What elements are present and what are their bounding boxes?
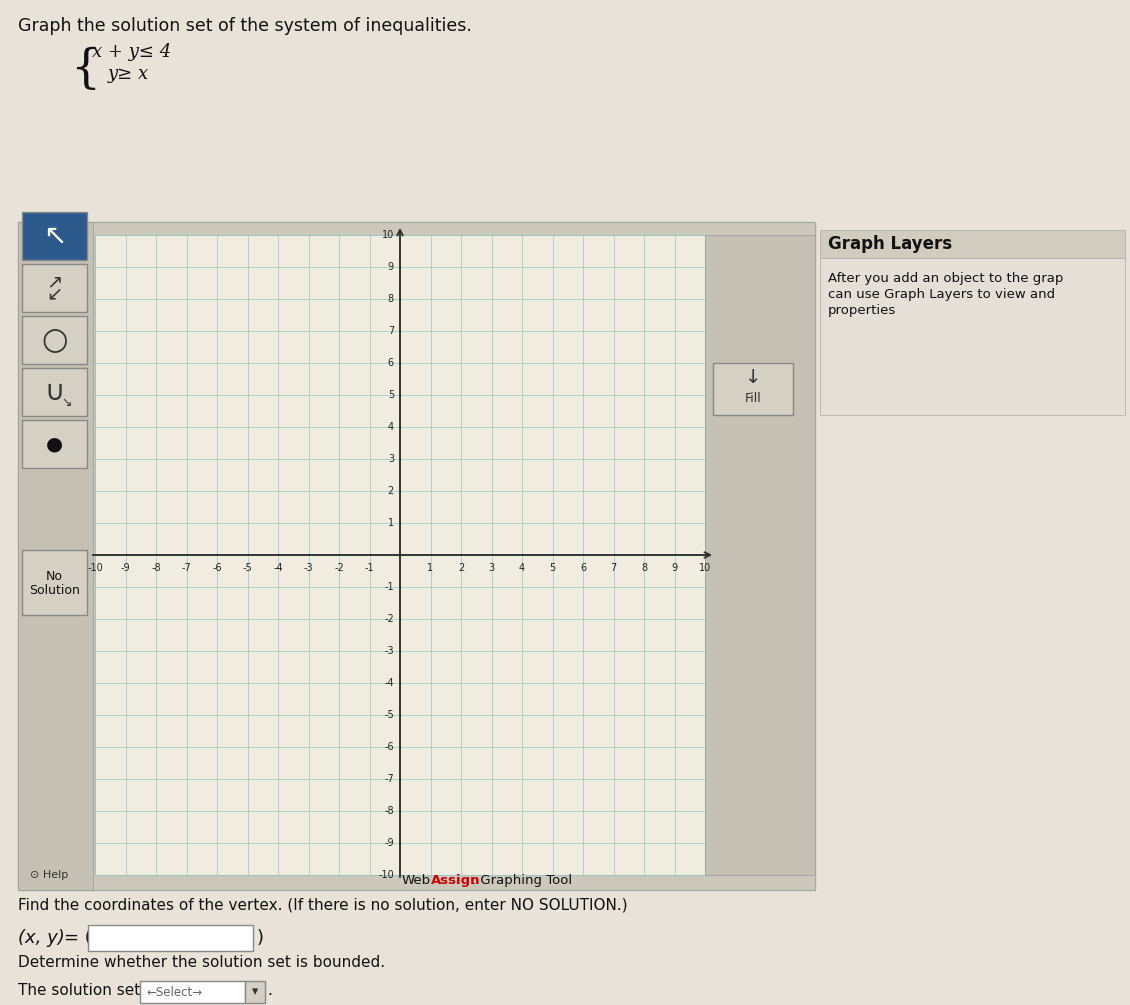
Text: 6: 6	[580, 563, 586, 573]
Text: ↗: ↗	[46, 272, 62, 291]
Text: 7: 7	[388, 326, 394, 336]
Text: ▾: ▾	[252, 986, 258, 999]
Text: 9: 9	[671, 563, 678, 573]
Text: -5: -5	[384, 710, 394, 720]
Text: 5: 5	[549, 563, 556, 573]
Text: = (: = (	[64, 929, 92, 947]
Text: 5: 5	[388, 390, 394, 400]
Text: ●: ●	[46, 434, 63, 453]
Text: ←Select→: ←Select→	[146, 986, 202, 999]
Bar	[820, 230, 1125, 258]
Bar	[21, 368, 87, 416]
Text: No: No	[46, 570, 63, 583]
Bar	[245, 981, 266, 1003]
Text: 8: 8	[641, 563, 647, 573]
Bar	[21, 550, 87, 615]
Text: 3: 3	[388, 454, 394, 464]
Bar	[18, 222, 93, 890]
Text: -4: -4	[384, 678, 394, 688]
Text: The solution set is: The solution set is	[18, 983, 163, 998]
Text: 1: 1	[427, 563, 434, 573]
Text: {: {	[70, 47, 101, 92]
Text: -2: -2	[384, 614, 394, 624]
Text: -4: -4	[273, 563, 282, 573]
Text: -9: -9	[121, 563, 130, 573]
Text: -2: -2	[334, 563, 344, 573]
Text: . Graphing Tool: . Graphing Tool	[472, 874, 573, 887]
Text: -10: -10	[379, 870, 394, 880]
Bar	[21, 316, 87, 364]
Text: properties: properties	[828, 304, 896, 317]
Text: 2: 2	[458, 563, 464, 573]
Text: -9: -9	[384, 838, 394, 848]
Text: ↙: ↙	[46, 284, 62, 304]
Text: 10: 10	[382, 230, 394, 240]
Bar	[820, 258, 1125, 415]
Text: -7: -7	[182, 563, 191, 573]
Text: Fill: Fill	[745, 392, 762, 405]
Text: can use Graph Layers to view and: can use Graph Layers to view and	[828, 288, 1055, 302]
Bar	[705, 235, 815, 875]
Text: (x, y): (x, y)	[18, 929, 64, 947]
Bar	[21, 264, 87, 312]
Text: -8: -8	[384, 806, 394, 816]
Text: -5: -5	[243, 563, 252, 573]
Text: ): )	[257, 929, 264, 947]
Text: -3: -3	[304, 563, 313, 573]
Text: After you add an object to the grap: After you add an object to the grap	[828, 272, 1063, 285]
Text: 8: 8	[388, 294, 394, 304]
Text: -10: -10	[87, 563, 103, 573]
Bar	[95, 235, 705, 875]
Text: Solution: Solution	[29, 584, 80, 597]
Text: ↓: ↓	[745, 368, 762, 387]
Text: -7: -7	[384, 774, 394, 784]
Bar	[713, 363, 793, 415]
Text: Determine whether the solution set is bounded.: Determine whether the solution set is bo…	[18, 955, 385, 970]
Text: -3: -3	[384, 646, 394, 656]
Text: 7: 7	[610, 563, 617, 573]
Text: ↘: ↘	[61, 396, 71, 408]
Text: y≥ x: y≥ x	[108, 65, 149, 83]
Text: Graph Layers: Graph Layers	[828, 235, 953, 253]
Bar	[18, 222, 815, 890]
Bar	[21, 212, 87, 260]
Text: -6: -6	[384, 742, 394, 752]
Text: -1: -1	[365, 563, 374, 573]
Text: ↖: ↖	[43, 222, 67, 250]
Text: 3: 3	[488, 563, 495, 573]
Text: -6: -6	[212, 563, 221, 573]
Text: x + y≤ 4: x + y≤ 4	[92, 43, 172, 61]
Text: Web: Web	[401, 874, 431, 887]
Text: 2: 2	[388, 486, 394, 496]
Text: Find the coordinates of the vertex. (If there is no solution, enter NO SOLUTION.: Find the coordinates of the vertex. (If …	[18, 897, 627, 912]
Text: 6: 6	[388, 358, 394, 368]
Bar	[21, 420, 87, 468]
Bar	[88, 925, 253, 951]
Text: 4: 4	[388, 422, 394, 432]
Text: Assign: Assign	[431, 874, 480, 887]
Text: ○: ○	[41, 326, 68, 355]
Text: -1: -1	[384, 582, 394, 592]
Text: ∪: ∪	[44, 378, 64, 406]
Text: 1: 1	[388, 518, 394, 528]
Text: 4: 4	[519, 563, 525, 573]
Text: Graph the solution set of the system of inequalities.: Graph the solution set of the system of …	[18, 17, 472, 35]
Text: 10: 10	[698, 563, 711, 573]
Text: -8: -8	[151, 563, 160, 573]
Text: ⊙ Help: ⊙ Help	[31, 870, 68, 880]
Text: 9: 9	[388, 262, 394, 272]
Text: .: .	[267, 983, 272, 998]
Bar	[140, 981, 245, 1003]
